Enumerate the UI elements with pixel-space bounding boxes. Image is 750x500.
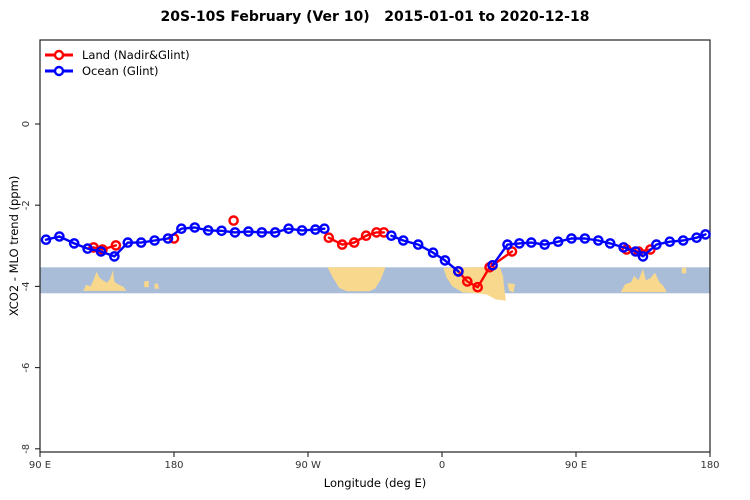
legend: Land (Nadir&Glint) Ocean (Glint) — [44, 47, 190, 79]
data-point — [439, 255, 451, 266]
data-point — [54, 231, 65, 242]
data-point — [412, 239, 424, 250]
data-point — [397, 235, 409, 246]
data-point — [256, 227, 268, 238]
y-tick-label: 0 — [21, 121, 32, 127]
data-point — [664, 236, 676, 247]
land-profile — [144, 280, 149, 288]
data-point — [604, 238, 616, 249]
data-point — [68, 238, 80, 249]
data-point — [269, 227, 281, 238]
data-point — [579, 233, 591, 244]
x-tick-label: 180 — [164, 460, 183, 471]
data-point — [593, 235, 604, 246]
data-point — [677, 235, 689, 246]
land-profile — [681, 267, 687, 274]
legend-item-ocean: Ocean (Glint) — [44, 63, 190, 79]
data-point — [336, 239, 348, 250]
data-point — [360, 230, 372, 241]
data-point — [135, 237, 147, 248]
data-point — [386, 230, 397, 241]
data-point — [122, 237, 134, 248]
data-point — [283, 223, 294, 234]
data-point — [427, 247, 439, 258]
chart-title: 20S-10S February (Ver 10) 2015-01-01 to … — [160, 9, 590, 25]
data-point — [453, 266, 464, 277]
x-tick-label: 90 E — [565, 460, 587, 471]
data-point — [189, 222, 201, 233]
data-point — [162, 233, 174, 244]
x-tick-label: 180 — [700, 460, 719, 471]
data-point — [630, 246, 641, 257]
data-point — [319, 223, 330, 234]
data-point — [296, 225, 308, 236]
data-point — [618, 242, 629, 253]
x-tick-label: 90 E — [29, 460, 51, 471]
x-tick-label: 0 — [439, 460, 445, 471]
data-point — [228, 215, 239, 226]
land-series-swatch-icon — [45, 49, 73, 61]
data-point — [110, 240, 122, 251]
land-profile — [327, 267, 386, 292]
data-point — [176, 223, 187, 234]
legend-label-land: Land (Nadir&Glint) — [82, 48, 190, 62]
data-point — [149, 235, 160, 246]
y-tick-label: -2 — [21, 200, 32, 210]
y-tick-label: -4 — [21, 281, 32, 291]
data-point — [651, 239, 662, 250]
series-line — [327, 231, 386, 246]
land-profile — [507, 283, 515, 293]
series-line — [44, 226, 326, 258]
data-point — [109, 251, 120, 262]
data-point — [229, 227, 241, 238]
y-tick-label: -8 — [21, 444, 32, 454]
land-profile — [620, 268, 667, 293]
data-point — [82, 243, 93, 254]
x-tick-label: 90 W — [295, 460, 321, 471]
data-point — [95, 246, 107, 257]
data-point — [216, 225, 227, 237]
data-point — [243, 226, 254, 237]
data-point — [539, 239, 551, 250]
data-point — [323, 232, 335, 243]
data-point — [502, 239, 513, 250]
x-axis-title: Longitude (deg E) — [323, 476, 427, 490]
plot-border — [39, 39, 711, 453]
data-point — [566, 233, 577, 244]
series-line — [390, 234, 460, 273]
ocean-series-swatch-icon — [45, 65, 73, 77]
data-point — [700, 229, 711, 240]
legend-label-ocean: Ocean (Glint) — [82, 64, 159, 78]
series-line — [491, 233, 707, 267]
y-tick-label: -6 — [21, 363, 32, 373]
data-point — [552, 236, 564, 247]
data-point — [40, 234, 52, 245]
data-point — [637, 251, 649, 262]
data-point — [461, 276, 473, 287]
data-point — [348, 237, 360, 248]
y-axis-title: XCO2 - MLO trend (ppm) — [7, 175, 21, 317]
data-point — [691, 232, 702, 243]
legend-item-land: Land (Nadir&Glint) — [44, 47, 190, 63]
data-point — [202, 225, 214, 236]
data-point — [487, 259, 498, 271]
data-point — [526, 237, 537, 248]
land-profile — [83, 270, 127, 291]
data-point — [514, 238, 525, 249]
land-profile — [154, 283, 160, 289]
data-point — [472, 281, 484, 293]
